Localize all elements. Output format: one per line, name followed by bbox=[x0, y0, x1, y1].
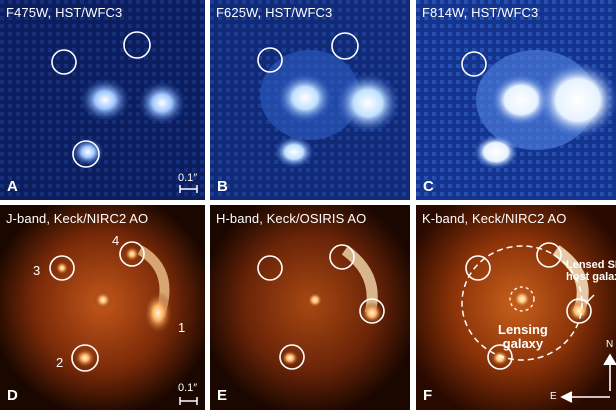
scale-bar-a-label: 0.1″ bbox=[178, 172, 198, 184]
panel-a-label: F475W, HST/WFC3 bbox=[6, 5, 123, 20]
panel-b: F625W, HST/WFC3 B bbox=[210, 0, 410, 200]
ir-image-f bbox=[416, 205, 616, 410]
east-label: E bbox=[550, 391, 557, 402]
hst-image-a bbox=[0, 0, 205, 200]
ir-image-d: 1 2 3 4 bbox=[0, 205, 205, 410]
lensing-galaxy-annotation: Lensing galaxy bbox=[498, 322, 548, 351]
panel-d: 1 2 3 4 J-band, Keck/NIRC2 AO D 0.1″ bbox=[0, 205, 205, 410]
image-label-1: 1 bbox=[178, 320, 185, 335]
image-label-4: 4 bbox=[112, 233, 119, 248]
panel-b-label: F625W, HST/WFC3 bbox=[216, 5, 333, 20]
panel-c-letter: C bbox=[423, 178, 434, 195]
panel-e-label: H-band, Keck/OSIRIS AO bbox=[216, 211, 367, 226]
scale-bar-d bbox=[179, 397, 198, 405]
panel-c-label: F814W, HST/WFC3 bbox=[422, 5, 539, 20]
panel-a: F475W, HST/WFC3 A 0.1″ bbox=[0, 0, 205, 200]
panel-f-label: K-band, Keck/NIRC2 AO bbox=[422, 211, 567, 226]
panel-f: K-band, Keck/NIRC2 AO F Lensed SN host g… bbox=[416, 205, 616, 410]
panel-a-letter: A bbox=[7, 178, 18, 195]
scale-bar-d-label: 0.1″ bbox=[178, 382, 198, 394]
panel-e-letter: E bbox=[217, 387, 228, 404]
scale-bar-a bbox=[179, 185, 198, 193]
host-galaxy-annotation: Lensed SN host galaxy bbox=[566, 259, 616, 283]
panel-f-letter: F bbox=[423, 387, 433, 404]
panel-b-letter: B bbox=[217, 178, 228, 195]
image-label-2: 2 bbox=[56, 355, 63, 370]
panel-d-label: J-band, Keck/NIRC2 AO bbox=[6, 211, 149, 226]
image-label-3: 3 bbox=[33, 263, 40, 278]
ir-image-e bbox=[210, 205, 410, 410]
hst-image-b bbox=[210, 0, 410, 200]
north-label: N bbox=[606, 339, 614, 350]
hst-image-c bbox=[416, 0, 616, 200]
panel-e: H-band, Keck/OSIRIS AO E bbox=[210, 205, 410, 410]
panel-d-letter: D bbox=[7, 387, 18, 404]
panel-c: F814W, HST/WFC3 C bbox=[416, 0, 616, 200]
